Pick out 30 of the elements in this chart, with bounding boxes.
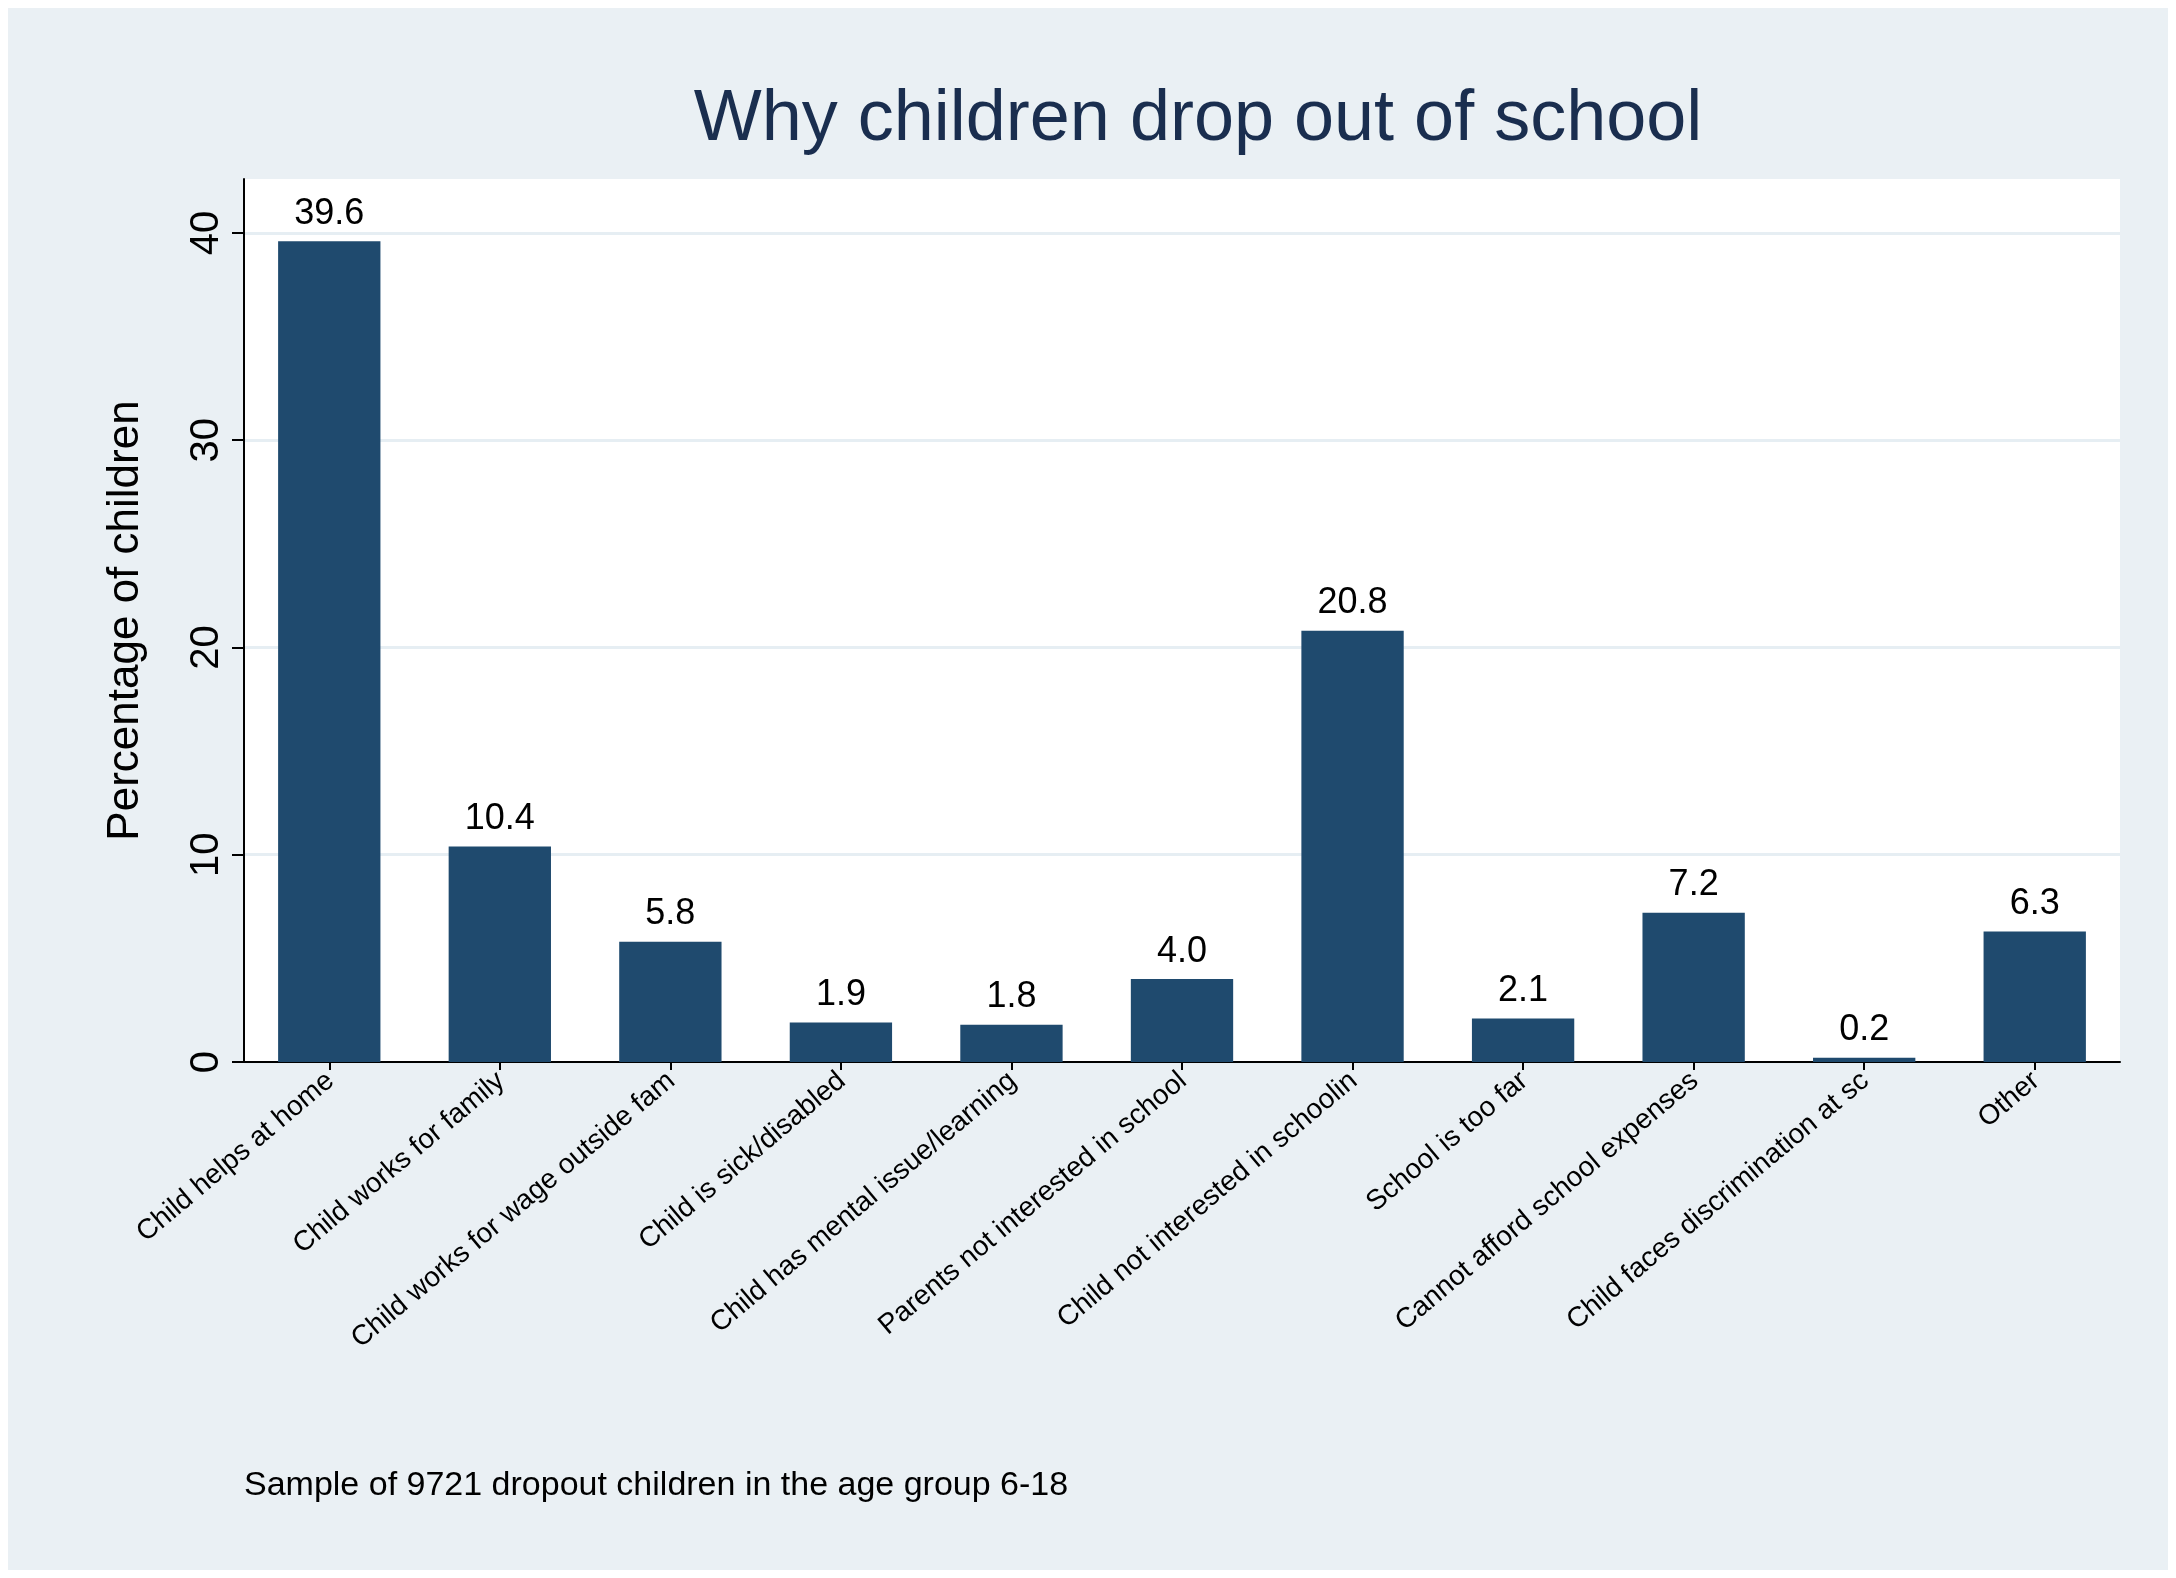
bar [448,846,551,1062]
bar [1813,1057,1916,1062]
data-label: 1.8 [986,974,1037,1016]
chart-title: Why children drop out of school [693,75,1703,155]
data-label: 0.2 [1839,1007,1890,1049]
bar [619,941,722,1062]
bar [1642,912,1745,1062]
bar [1471,1018,1575,1062]
data-label: 5.8 [645,891,696,933]
bar [789,1022,893,1062]
y-tick-label: 40 [182,210,226,256]
data-label: 20.8 [1317,580,1388,622]
data-label: 1.9 [815,972,866,1014]
data-label: 10.4 [464,795,535,837]
data-label: 39.6 [294,190,365,232]
data-label: 7.2 [1668,862,1719,904]
text: Sample of 9721 dropout children in the age group 6-18 [244,1464,1069,1502]
data-label: 4.0 [1156,928,1208,970]
data-label: 6.3 [2009,880,2060,922]
bar [1983,931,2086,1062]
bar [278,241,381,1062]
y-tick-label: 0 [182,1050,226,1074]
data-label: 2.1 [1498,967,1549,1009]
y-tick-label: 20 [182,625,226,670]
bar [1130,979,1234,1062]
bar [1301,630,1404,1062]
y-tick-label: 10 [182,832,226,877]
y-axis-title: Percentage of children [97,400,147,841]
y-tick-label: 30 [182,417,226,463]
bar [960,1024,1063,1062]
